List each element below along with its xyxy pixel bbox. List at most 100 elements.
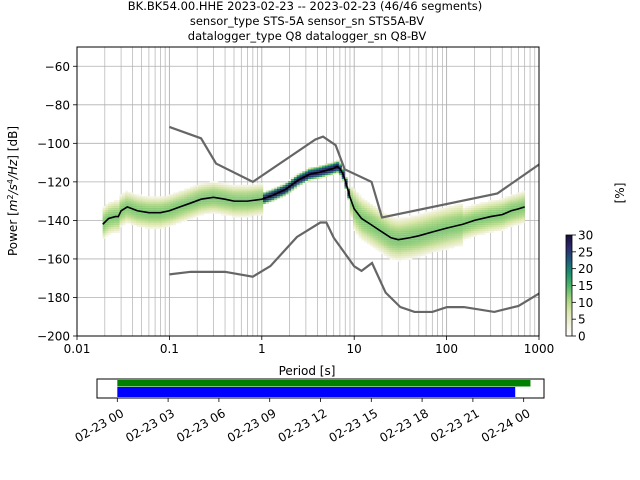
ppsd-cell xyxy=(437,215,441,218)
ppsd-cell xyxy=(434,211,438,214)
ppsd-cell xyxy=(139,207,143,210)
ppsd-cell xyxy=(406,234,410,237)
ppsd-cell xyxy=(192,215,196,218)
ppsd-cell xyxy=(156,196,160,199)
ppsd-cell xyxy=(476,211,480,214)
ppsd-cell xyxy=(352,204,357,206)
ppsd-cell xyxy=(375,238,379,241)
ppsd-cell xyxy=(234,215,238,218)
ppsd-cell xyxy=(133,207,137,210)
ppsd-cell xyxy=(445,211,449,214)
ppsd-cell xyxy=(195,198,199,201)
ppsd-cell xyxy=(203,192,207,195)
ppsd-cell xyxy=(291,178,295,181)
timeline-tick-label: 02-23 09 xyxy=(225,406,279,445)
ppsd-cell xyxy=(417,254,421,257)
ppsd-cell xyxy=(361,200,365,203)
ppsd-cell xyxy=(473,234,478,237)
ppsd-cell xyxy=(133,219,137,222)
ppsd-cell xyxy=(417,244,421,247)
ppsd-cell xyxy=(175,205,179,208)
ppsd-cell xyxy=(375,234,379,237)
ppsd-cell xyxy=(186,194,191,197)
ppsd-cell xyxy=(479,231,483,233)
ppsd-cell xyxy=(490,204,494,206)
ppsd-cell xyxy=(274,188,278,191)
ppsd-cell xyxy=(499,215,503,218)
ppsd-cell xyxy=(113,231,117,233)
ppsd-cell xyxy=(198,194,202,197)
ppsd-cell xyxy=(389,246,393,249)
ppsd-cell xyxy=(198,209,202,212)
ppsd-cell xyxy=(243,202,247,205)
ppsd-cell xyxy=(181,211,185,214)
ppsd-cell xyxy=(412,240,416,243)
ppsd-cell xyxy=(355,207,359,210)
ppsd-cell xyxy=(291,186,295,189)
ppsd-cell xyxy=(108,219,112,222)
ppsd-cell xyxy=(296,180,300,183)
ppsd-cell xyxy=(493,209,497,212)
ppsd-cell xyxy=(316,175,320,178)
ppsd-cell xyxy=(268,196,272,199)
ppsd-cell xyxy=(144,223,148,226)
ppsd-cell xyxy=(392,219,396,222)
ppsd-cell xyxy=(212,200,216,203)
ppsd-cell xyxy=(209,211,213,214)
ppsd-cell xyxy=(389,257,393,260)
ppsd-cell xyxy=(367,238,371,241)
ppsd-cell xyxy=(358,227,362,230)
ppsd-cell xyxy=(302,171,306,174)
ppsd-cell xyxy=(285,188,289,191)
ppsd-cell xyxy=(105,204,109,206)
ppsd-cell xyxy=(246,202,250,205)
ppsd-cell xyxy=(445,244,449,247)
ppsd-cell xyxy=(167,204,171,206)
ppsd-cell xyxy=(400,219,404,222)
ppsd-cell xyxy=(209,202,213,205)
ppsd-cell xyxy=(105,227,109,230)
ppsd-cell xyxy=(417,221,421,224)
ppsd-cell xyxy=(324,163,328,166)
ppsd-cell xyxy=(386,213,390,216)
ppsd-cell xyxy=(504,200,508,203)
ppsd-cell xyxy=(316,177,320,179)
ppsd-cell xyxy=(400,252,404,255)
ppsd-cell xyxy=(136,207,140,210)
ppsd-cell xyxy=(428,215,433,218)
ppsd-cell xyxy=(141,204,146,206)
ppsd-cell xyxy=(217,186,222,189)
ppsd-cell xyxy=(465,236,469,239)
ppsd-cell xyxy=(482,223,486,226)
ppsd-cell xyxy=(457,229,461,231)
ppsd-cell xyxy=(499,229,503,231)
ppsd-cell xyxy=(172,209,177,212)
ppsd-cell xyxy=(521,207,525,210)
ppsd-cell xyxy=(372,229,376,231)
ppsd-cell xyxy=(457,211,461,214)
ppsd-cell xyxy=(355,215,359,218)
ppsd-cell xyxy=(448,244,452,247)
ppsd-cell xyxy=(215,202,219,205)
ppsd-cell xyxy=(507,215,511,218)
ppsd-cell xyxy=(383,236,387,239)
ppsd-cell xyxy=(372,217,376,220)
ppsd-cell xyxy=(372,238,376,241)
ppsd-cell xyxy=(440,227,444,230)
ppsd-cell xyxy=(386,250,390,253)
ppsd-cell xyxy=(307,177,312,179)
ppsd-cell xyxy=(113,200,117,203)
ppsd-cell xyxy=(417,215,421,218)
ppsd-cell xyxy=(254,188,258,191)
ppsd-cell xyxy=(490,229,494,231)
ppsd-cell xyxy=(299,173,303,176)
ppsd-cell xyxy=(485,204,489,206)
ppsd-cell xyxy=(459,234,463,237)
ppsd-cell xyxy=(448,207,452,210)
ppsd-cell xyxy=(510,200,514,203)
ppsd-cell xyxy=(361,207,365,210)
ppsd-cell xyxy=(139,217,143,220)
ppsd-cell xyxy=(237,194,241,197)
ppsd-cell xyxy=(428,238,433,241)
ppsd-cell xyxy=(462,231,466,233)
